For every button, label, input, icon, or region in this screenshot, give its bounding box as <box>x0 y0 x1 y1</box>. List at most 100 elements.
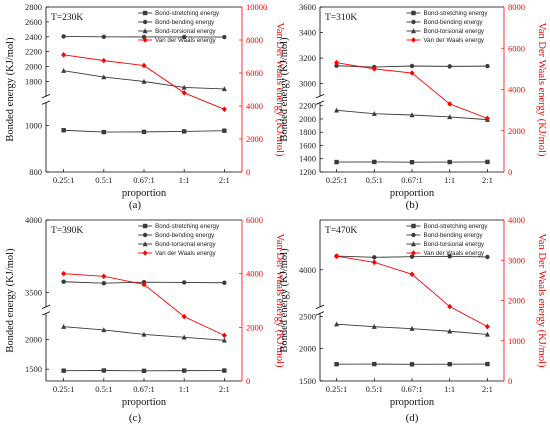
y-tick-label: 2800 <box>25 2 42 12</box>
data-point <box>222 368 227 373</box>
x-tick-label: 0.5:1 <box>366 175 383 185</box>
y-tick-label: 2000 <box>299 114 316 124</box>
data-point <box>141 368 147 374</box>
data-point <box>61 128 66 133</box>
axis-break-mark <box>315 311 325 316</box>
axis-break-mark <box>41 100 51 105</box>
legend-marker <box>142 232 148 238</box>
series-bond-stretching-energy <box>61 128 227 135</box>
panel-label: (a) <box>129 199 142 211</box>
panel-label: (d) <box>406 412 419 424</box>
data-point <box>371 110 377 116</box>
x-tick-label: 0.25:1 <box>326 175 348 185</box>
y-tick-label: 2200 <box>25 47 42 57</box>
y-tick-label: 1800 <box>25 77 42 87</box>
panel-label: (b) <box>406 199 419 211</box>
legend-marker <box>142 19 148 25</box>
y-tick-label: 1600 <box>299 140 316 150</box>
series-bond-stretching-energy <box>334 361 490 367</box>
y-tick-label: 2200 <box>299 101 316 111</box>
data-point <box>141 331 147 337</box>
series-bond-stretching-energy <box>61 368 227 374</box>
y-tick-label: 4000 <box>25 215 42 225</box>
legend-marker <box>411 19 416 25</box>
data-point <box>409 70 415 76</box>
data-point <box>181 34 187 40</box>
x-tick-label: 1:1 <box>444 175 455 185</box>
y2-axis-label: Van Der Waals energy (KJ/mol) <box>536 233 547 368</box>
x-tick-label: 0.67:1 <box>401 384 423 394</box>
data-point <box>101 129 107 135</box>
data-point <box>485 159 490 165</box>
legend-marker <box>411 223 416 229</box>
y-tick-label: 800 <box>29 167 42 177</box>
data-point <box>447 64 452 69</box>
data-point <box>485 254 490 260</box>
data-point <box>61 67 67 73</box>
y-tick-label: 1400 <box>299 154 316 164</box>
data-point <box>371 66 377 72</box>
data-point <box>101 327 107 333</box>
data-point <box>484 115 490 122</box>
y-tick-label: 4000 <box>299 265 316 275</box>
data-point <box>371 324 377 329</box>
data-point <box>447 159 452 165</box>
data-point <box>101 57 107 64</box>
axis-break-mark <box>41 94 51 99</box>
data-point <box>485 361 490 367</box>
series-bond-torsional-energy <box>334 321 490 337</box>
data-point <box>141 62 147 69</box>
y-tick-label: 1200 <box>299 167 316 177</box>
y2-tick-label: 0 <box>246 376 250 386</box>
data-point <box>485 63 490 69</box>
data-point <box>334 159 339 165</box>
x-tick-label: 1:1 <box>179 175 190 185</box>
legend-label: Bond-torsional energy <box>155 28 216 35</box>
y2-tick-label: 6000 <box>508 43 525 53</box>
data-point <box>101 74 107 80</box>
legend-marker <box>142 10 148 16</box>
legend-label: Bond-stretching energy <box>423 223 488 230</box>
legend-label: Van der Waals energy <box>155 37 216 44</box>
x-tick-label: 0.25:1 <box>326 384 348 394</box>
data-point <box>181 334 187 340</box>
x-tick-label: 0.25:1 <box>53 384 75 394</box>
y-tick-label: 2400 <box>25 32 42 42</box>
data-point <box>334 253 340 260</box>
x-tick-label: 1:1 <box>179 384 190 394</box>
legend-marker <box>410 28 416 34</box>
data-point <box>409 159 415 165</box>
x-tick-label: 2:1 <box>219 384 230 394</box>
y-axis-label: Bonded energy (KJ/mol) <box>5 248 16 353</box>
legend-label: Van der Waals energy <box>155 250 216 257</box>
legend: Bond-stretching energy Bond-bending energ… <box>138 10 220 44</box>
data-point <box>371 259 377 266</box>
y2-tick-label: 4000 <box>508 85 525 95</box>
data-point <box>181 368 187 373</box>
legend-marker <box>142 223 148 229</box>
panel-c: 1500 2000 3500 4000 0 2000 4000 6000 0.25:1 0.5:1… <box>5 215 285 424</box>
x-tick-label: 0.5:1 <box>366 384 383 394</box>
data-point <box>61 270 67 277</box>
x-tick-label: 0.5:1 <box>95 384 112 394</box>
temperature-annotation: T=390K <box>51 226 83 236</box>
y2-axis-label: Van Der Waals energy (KJ/mol) <box>274 22 285 157</box>
legend-label: Bond-stretching energy <box>155 223 220 230</box>
data-point <box>61 368 66 373</box>
data-point <box>334 321 340 327</box>
y-tick-label: 2600 <box>25 17 42 27</box>
data-point <box>101 368 107 373</box>
y-axis-label: Bonded energy (KJ/mol) <box>279 37 290 142</box>
legend-marker <box>142 241 148 247</box>
data-point <box>181 313 187 320</box>
axis-break-mark <box>41 311 51 316</box>
data-point <box>61 279 66 284</box>
data-point <box>447 254 452 259</box>
legend-marker <box>142 37 148 43</box>
data-point <box>141 281 147 288</box>
y2-tick-label: 2000 <box>246 322 263 332</box>
data-point <box>101 273 107 280</box>
legend-marker <box>142 250 148 256</box>
y2-axis-label: Van Der Waals energy (KJ/mol) <box>274 233 285 368</box>
